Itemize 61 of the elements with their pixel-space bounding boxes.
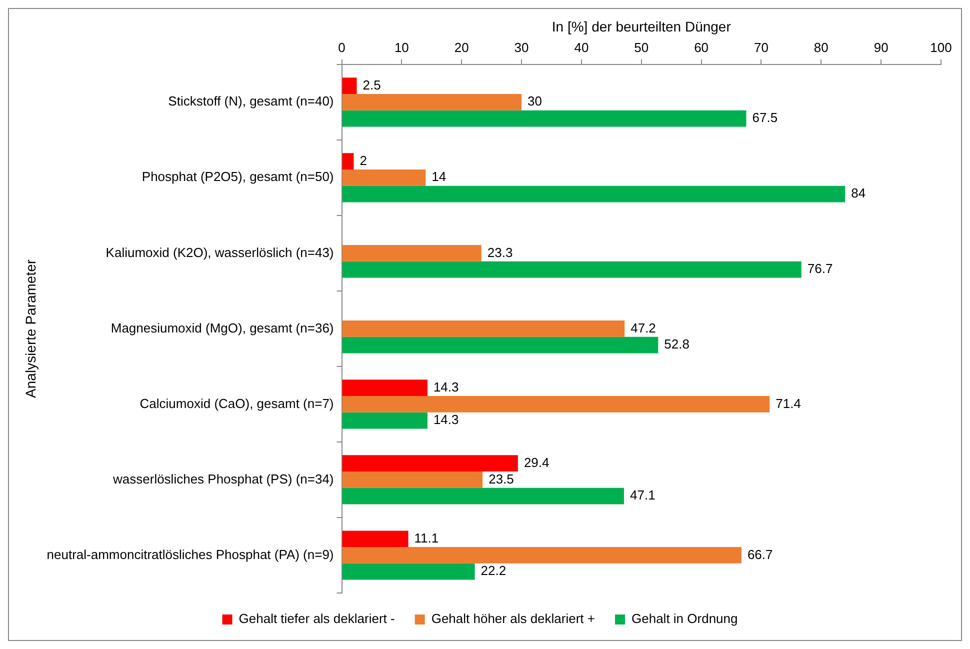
- bar: [342, 412, 428, 429]
- bar: [342, 78, 357, 94]
- x-axis-title: In [%] der beurteilten Dünger: [552, 18, 732, 34]
- y-tick-label: Stickstoff (N), gesamt (n=40): [168, 94, 334, 109]
- data-label: 11.1: [414, 530, 439, 546]
- data-label: 22.2: [480, 563, 506, 578]
- y-tick-label: neutral-ammoncitratlösliches Phosphat (PA) (n=9): [46, 546, 334, 562]
- x-tick-label: 40: [574, 40, 589, 56]
- x-tick-label: 0: [338, 40, 346, 56]
- data-label: 47.2: [630, 320, 656, 336]
- data-label: 2.5: [362, 77, 381, 92]
- y-tick-label: wasserlösliches Phosphat (PS) (n=34): [112, 471, 334, 486]
- bar: [342, 455, 518, 472]
- data-label: 14.3: [433, 379, 459, 394]
- bar: [342, 472, 483, 488]
- data-label: 23.5: [488, 471, 514, 486]
- x-tick-label: 60: [694, 40, 709, 56]
- data-label: 52.8: [664, 336, 690, 352]
- bar: [342, 186, 846, 202]
- data-label: 14.3: [433, 412, 459, 428]
- data-label: 71.4: [776, 396, 801, 411]
- data-label: 67.5: [752, 110, 778, 126]
- bar: [342, 261, 802, 278]
- y-tick-label: Magnesiumoxid (MgO), gesamt (n=36): [110, 320, 334, 336]
- x-tick-label: 30: [514, 40, 529, 56]
- legend-label: Gehalt tiefer als deklariert -: [238, 611, 395, 626]
- bar: [342, 153, 354, 170]
- bar: [342, 530, 408, 548]
- data-label: 76.7: [807, 261, 833, 276]
- legend-label: Gehalt höher als deklariert +: [431, 611, 596, 626]
- bar: [342, 110, 746, 127]
- data-label: 23.3: [487, 244, 513, 260]
- bar: [342, 245, 482, 262]
- data-label: 29.4: [524, 454, 550, 470]
- x-tick-label: 100: [930, 40, 952, 56]
- data-label: 30: [528, 94, 542, 109]
- data-label: 84: [851, 186, 866, 201]
- data-label: 66.7: [747, 546, 773, 562]
- legend-label: Gehalt in Ordnung: [632, 611, 738, 626]
- data-label: 47.1: [630, 488, 656, 503]
- data-label: 14: [432, 169, 446, 184]
- bar: [342, 169, 426, 186]
- bar: [342, 336, 658, 354]
- x-tick-label: 70: [754, 40, 768, 56]
- bar: [342, 547, 742, 564]
- y-axis-title: Analysierte Parameter: [22, 259, 38, 398]
- x-tick-label: 80: [814, 40, 828, 56]
- x-tick-label: 90: [874, 40, 888, 56]
- y-tick-label: Kaliumoxid (K2O), wasserlöslich (n=43): [106, 244, 334, 260]
- y-tick-label: Phosphat (P2O5), gesamt (n=50): [142, 169, 334, 184]
- data-label: 2: [360, 152, 367, 168]
- bar: [342, 94, 522, 110]
- bar: [342, 320, 625, 337]
- bar: [342, 380, 428, 396]
- x-tick-label: 10: [394, 40, 409, 56]
- x-tick-label: 50: [634, 40, 649, 56]
- bar: [342, 563, 475, 580]
- y-tick-label: Calciumoxid (CaO), gesamt (n=7): [140, 396, 334, 411]
- x-tick-label: 20: [454, 40, 469, 56]
- bar: [342, 488, 624, 504]
- bar: [342, 396, 770, 412]
